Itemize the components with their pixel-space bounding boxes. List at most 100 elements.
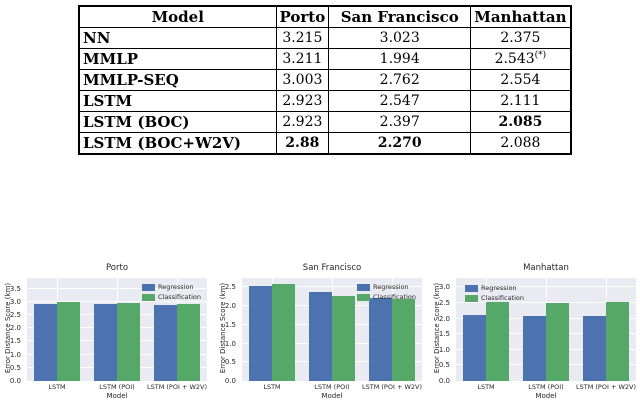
bar-group [87, 278, 147, 381]
x-tick-label: LSTM (POI) [314, 383, 350, 391]
chart-title: Manhattan [523, 263, 569, 273]
model-cell: MMLP [78, 48, 277, 70]
x-axis-ticks: LSTM LSTM (POI) LSTM (POI + W2V) [27, 383, 207, 391]
bar-classification [117, 302, 140, 381]
value-cell: 2.397 [328, 111, 472, 133]
bar-regression [583, 315, 606, 381]
table-row: LSTM (BOC) 2.923 2.397 2.085 [78, 111, 572, 133]
model-cell: LSTM (BOC) [78, 111, 277, 133]
bar-group [456, 278, 516, 381]
x-tick-label: LSTM (POI + W2V) [576, 383, 637, 391]
bar-group [147, 278, 207, 381]
y-tick-label: 3.0 [438, 283, 450, 292]
value-cell: 1.994 [328, 48, 472, 70]
x-axis-label: Model [106, 392, 128, 400]
legend: Regression Classification [462, 282, 527, 304]
x-tick-label: LSTM (POI) [528, 383, 564, 391]
value-cell: 2.554 [470, 69, 572, 91]
value-cell: 2.088 [470, 132, 572, 155]
x-axis-label: Model [321, 392, 343, 400]
model-cell: LSTM (BOC+W2V) [78, 132, 277, 155]
chart-figure-san-francisco: San Francisco Error Distance Score (km) … [216, 260, 426, 400]
value-cell: 3.211 [275, 48, 330, 70]
legend: Regression Classification [354, 281, 419, 303]
bar-group [302, 278, 362, 381]
bar-groups [242, 278, 422, 381]
bar-classification [392, 299, 415, 381]
model-cell: NN [78, 27, 277, 49]
y-axis-ticks: 0.0 0.5 1.0 1.5 2.0 2.5 [216, 278, 239, 385]
x-tick-label: LSTM (POI + W2V) [362, 383, 423, 391]
legend-label: Regression [157, 283, 194, 291]
y-tick-label: 2.5 [438, 298, 450, 307]
legend-swatch-icon [465, 284, 478, 292]
x-tick-label: LSTM [48, 383, 66, 391]
y-tick-label: 0.0 [438, 377, 450, 385]
y-tick-label: 2.0 [224, 302, 236, 311]
y-tick-label: 1.5 [9, 337, 21, 346]
y-tick-label: 0.0 [9, 377, 21, 385]
table-row: LSTM (BOC+W2V) 2.88 2.270 2.088 [78, 132, 572, 155]
value-cell: 3.003 [275, 69, 330, 91]
bar-classification [177, 303, 200, 381]
y-tick-label: 2.0 [438, 314, 450, 323]
x-tick-label: LSTM [263, 383, 281, 391]
col-header-manhattan: Manhattan [470, 5, 572, 28]
table-body: NN 3.215 3.023 2.375 MMLP 3.211 1.994 2.543(*) M… [78, 27, 572, 155]
legend-item: Classification [141, 293, 201, 301]
y-tick-label: 1.0 [9, 350, 21, 359]
legend-swatch-icon [141, 283, 155, 291]
value-cell: 2.923 [275, 111, 330, 133]
value-cell: 2.923 [275, 90, 330, 112]
legend-item: Regression [465, 284, 524, 292]
x-axis-label: Model [535, 392, 557, 400]
bar-classification [332, 295, 355, 381]
y-tick-label: 1.5 [224, 320, 236, 329]
y-tick-label: 0.5 [9, 363, 21, 372]
bar-regression [154, 304, 177, 381]
value-cell: 2.375 [470, 27, 572, 49]
y-axis-ticks: 0.0 0.5 1.0 1.5 2.0 2.5 3.0 3.5 [1, 278, 24, 385]
bar-regression [369, 297, 392, 381]
chart-title: San Francisco [302, 263, 362, 273]
bar-regression [34, 303, 57, 381]
value-cell: 3.215 [275, 27, 330, 49]
bar-classification [486, 302, 509, 381]
legend-swatch-icon [356, 283, 370, 291]
chart-title: Porto [105, 263, 129, 273]
table-row: LSTM 2.923 2.547 2.111 [78, 90, 572, 112]
bar-group [516, 278, 576, 381]
model-cell: LSTM [78, 90, 277, 112]
plot-area: Regression Classification [242, 278, 422, 381]
chart-figure-manhattan: Manhattan Error Distance Score (km) 0.0 0… [430, 260, 640, 400]
value-cell: 2.547 [328, 90, 472, 112]
x-tick-label: LSTM (POI) [99, 383, 135, 391]
legend-label: Regression [372, 283, 409, 291]
bar-regression [94, 303, 117, 381]
bar-regression [309, 291, 332, 381]
y-axis-ticks: 0.0 0.5 1.0 1.5 2.0 2.5 3.0 [430, 278, 453, 385]
table-row: NN 3.215 3.023 2.375 [78, 27, 572, 49]
legend-label: Classification [481, 294, 525, 302]
legend-swatch-icon [356, 293, 370, 301]
col-header-san-francisco: San Francisco [328, 5, 472, 28]
y-tick-label: 0.5 [224, 358, 236, 367]
y-tick-label: 2.5 [224, 283, 236, 292]
legend-swatch-icon [465, 294, 478, 302]
chart-figure-porto: Porto Error Distance Score (km) 0.0 0.5 1.… [1, 260, 211, 400]
bar-group [27, 278, 87, 381]
legend-item: Classification [465, 294, 524, 302]
legend-item: Regression [141, 283, 201, 291]
y-tick-label: 0.5 [438, 361, 450, 370]
bar-regression [249, 285, 272, 381]
legend-swatch-icon [141, 293, 155, 301]
value-cell: 2.085 [470, 111, 572, 133]
y-tick-label: 2.5 [9, 310, 21, 319]
x-axis-ticks: LSTM LSTM (POI) LSTM (POI + W2V) [242, 383, 422, 391]
y-tick-label: 1.0 [438, 345, 450, 354]
table-row: MMLP 3.211 1.994 2.543(*) [78, 48, 572, 70]
legend-label: Classification [157, 293, 201, 301]
legend-label: Classification [372, 293, 416, 301]
y-tick-label: 3.5 [9, 284, 21, 293]
